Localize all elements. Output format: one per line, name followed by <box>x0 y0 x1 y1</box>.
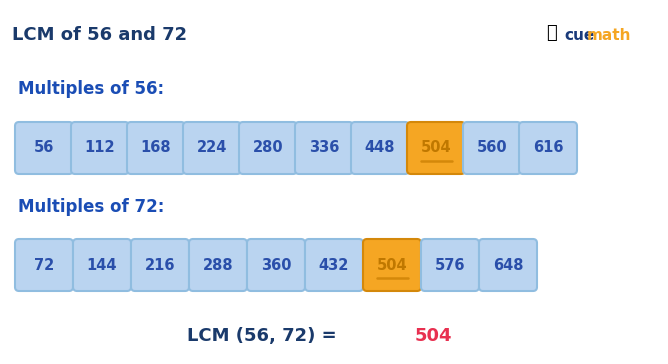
Text: LCM (56, 72) =: LCM (56, 72) = <box>187 327 343 345</box>
Text: 56: 56 <box>34 141 54 155</box>
Text: 112: 112 <box>85 141 116 155</box>
Text: 576: 576 <box>435 257 465 273</box>
Text: 216: 216 <box>145 257 175 273</box>
Text: 336: 336 <box>309 141 339 155</box>
FancyBboxPatch shape <box>519 122 577 174</box>
Text: 648: 648 <box>493 257 523 273</box>
Text: 360: 360 <box>261 257 291 273</box>
Text: 616: 616 <box>533 141 563 155</box>
FancyBboxPatch shape <box>351 122 409 174</box>
FancyBboxPatch shape <box>239 122 297 174</box>
FancyBboxPatch shape <box>363 239 421 291</box>
Text: 144: 144 <box>87 257 118 273</box>
Text: 448: 448 <box>365 141 395 155</box>
Text: LCM of 56 and 72: LCM of 56 and 72 <box>12 26 187 44</box>
Text: 280: 280 <box>253 141 283 155</box>
FancyBboxPatch shape <box>189 239 247 291</box>
FancyBboxPatch shape <box>247 239 305 291</box>
FancyBboxPatch shape <box>15 239 73 291</box>
FancyBboxPatch shape <box>183 122 241 174</box>
Text: 560: 560 <box>477 141 507 155</box>
Text: 504: 504 <box>421 141 452 155</box>
FancyBboxPatch shape <box>305 239 363 291</box>
FancyBboxPatch shape <box>15 122 73 174</box>
Text: 224: 224 <box>197 141 227 155</box>
FancyBboxPatch shape <box>479 239 537 291</box>
FancyBboxPatch shape <box>71 122 129 174</box>
FancyBboxPatch shape <box>463 122 521 174</box>
Text: 🚀: 🚀 <box>546 24 556 42</box>
Text: Multiples of 72:: Multiples of 72: <box>18 198 164 216</box>
Text: 504: 504 <box>377 257 407 273</box>
Text: cue: cue <box>564 28 595 43</box>
Text: 504: 504 <box>414 327 452 345</box>
FancyBboxPatch shape <box>407 122 465 174</box>
Text: 432: 432 <box>319 257 349 273</box>
Text: Multiples of 56:: Multiples of 56: <box>18 80 164 98</box>
Text: math: math <box>587 28 631 43</box>
Text: 168: 168 <box>141 141 171 155</box>
FancyBboxPatch shape <box>131 239 189 291</box>
FancyBboxPatch shape <box>127 122 185 174</box>
FancyBboxPatch shape <box>295 122 353 174</box>
FancyBboxPatch shape <box>73 239 131 291</box>
FancyBboxPatch shape <box>421 239 479 291</box>
Text: 72: 72 <box>34 257 54 273</box>
Text: 288: 288 <box>202 257 233 273</box>
